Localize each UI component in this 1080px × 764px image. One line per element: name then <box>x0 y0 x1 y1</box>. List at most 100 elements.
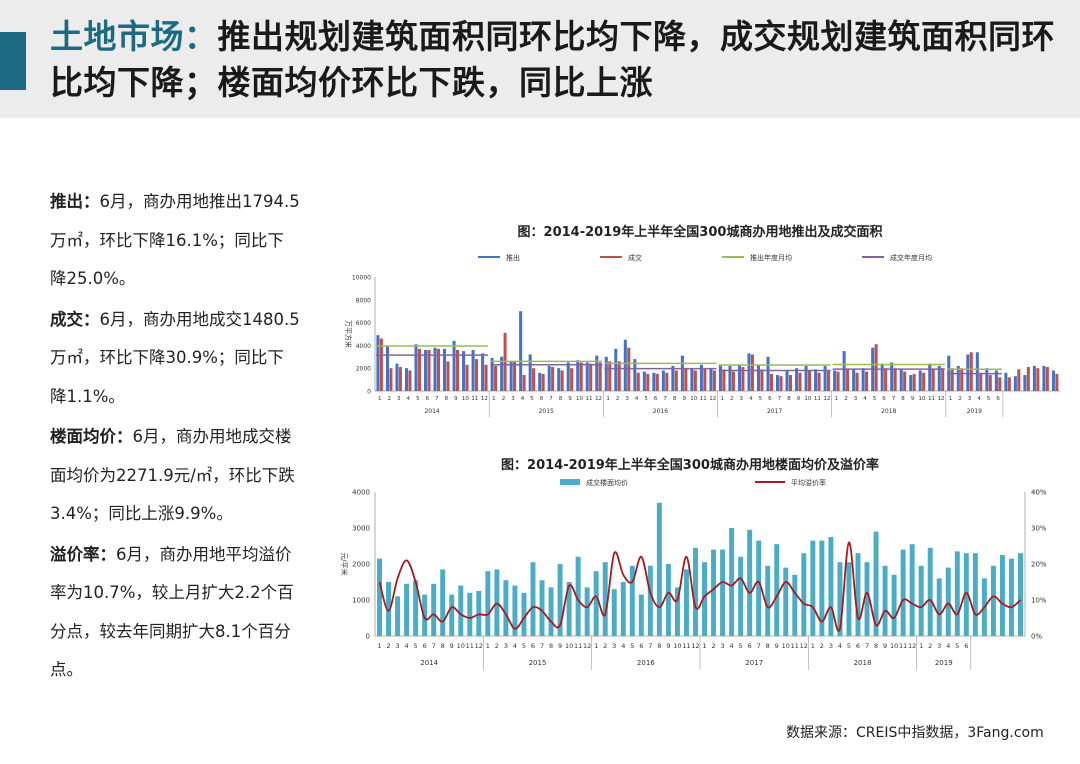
bar-price <box>837 562 843 636</box>
bar-push <box>604 356 608 391</box>
x-month-label: 1 <box>492 396 496 402</box>
x-month-label: 1 <box>594 642 598 650</box>
x-month-label: 9 <box>883 642 887 650</box>
y2-tick-label: 0% <box>1031 633 1042 641</box>
x-month-label: 3 <box>504 642 508 650</box>
bar-push <box>728 365 732 391</box>
bar-price <box>458 585 464 636</box>
x-month-label: 5 <box>644 396 648 402</box>
x-month-label: 9 <box>558 642 562 650</box>
bar-push <box>661 370 665 391</box>
bar-deal <box>979 372 983 391</box>
bar-deal <box>398 367 402 391</box>
bar-price <box>783 567 789 636</box>
bar-deal <box>617 361 621 391</box>
bar-price <box>702 562 707 636</box>
bar-push <box>709 368 713 391</box>
bar-price <box>539 580 545 636</box>
bar-push <box>633 359 637 391</box>
x-month-label: 4 <box>946 642 950 650</box>
x-month-label: 1 <box>811 642 815 650</box>
bar-price <box>638 594 644 636</box>
x-month-label: 2 <box>616 396 620 402</box>
bar-push <box>566 362 570 391</box>
bar-deal <box>541 373 545 391</box>
chart2-title: 图：2014-2019年上半年全国300城商办用地楼面均价及溢价率 <box>501 458 879 473</box>
bar-push <box>414 344 418 391</box>
x-month-label: 5 <box>739 642 743 650</box>
bar-push <box>833 370 837 391</box>
x-month-label: 1 <box>835 396 839 402</box>
bar-push <box>671 365 675 391</box>
bar-price <box>774 544 780 636</box>
bar-deal <box>750 354 754 391</box>
x-month-label: 1 <box>721 396 725 402</box>
x-month-label: 4 <box>407 396 411 402</box>
x-month-label: 4 <box>521 396 525 402</box>
x-month-label: 4 <box>635 396 639 402</box>
bar-deal <box>817 372 821 391</box>
bar-push <box>614 348 618 391</box>
summary-text: 推出：6月，商办用地推出1794.5万㎡，环比下降16.1%；同比下降25.0%… <box>50 183 300 692</box>
bar-push <box>595 355 599 391</box>
bar-push <box>528 354 532 391</box>
bar-deal <box>874 344 878 391</box>
bar-deal <box>436 348 440 391</box>
x-month-label: 10 <box>576 396 583 402</box>
x-month-label: 7 <box>892 396 896 402</box>
bar-price <box>467 592 473 636</box>
y-tick-label: 4000 <box>356 343 371 350</box>
bar-deal <box>1017 369 1021 391</box>
bar-deal <box>484 364 488 391</box>
bar-price <box>413 580 419 636</box>
bar-price <box>395 596 401 636</box>
summary-push-label: 推出： <box>50 192 100 211</box>
bar-push <box>890 362 894 391</box>
bar-deal <box>712 370 716 391</box>
x-month-label: 1 <box>919 642 923 650</box>
x-year-label: 2019 <box>967 408 982 415</box>
summary-premium-text: 6月，商办用地平均溢价率为10.7%，较上月扩大2.2个百分点，较去年同期扩大8… <box>50 544 294 680</box>
x-month-label: 7 <box>778 396 782 402</box>
bar-push <box>909 375 913 391</box>
x-month-label: 11 <box>700 396 707 402</box>
x-month-label: 7 <box>757 642 761 650</box>
bar-deal <box>779 376 783 391</box>
x-month-label: 2 <box>958 396 962 402</box>
x-month-label: 3 <box>937 642 941 650</box>
bar-price <box>801 553 807 636</box>
bar-push <box>718 364 722 391</box>
x-month-label: 7 <box>432 642 436 650</box>
x-month-label: 12 <box>595 396 602 402</box>
x-month-label: 9 <box>682 396 686 402</box>
x-month-label: 10 <box>673 642 681 650</box>
bar-push <box>443 348 447 391</box>
x-month-label: 6 <box>964 642 968 650</box>
x-year-label: 2014 <box>420 659 438 667</box>
x-month-label: 10 <box>782 642 790 650</box>
summary-premium: 溢价率：6月，商办用地平均溢价率为10.7%，较上月扩大2.2个百分点，较去年同… <box>50 536 300 690</box>
summary-deal: 成交：6月，商办用地成交1480.5万㎡，环比下降30.9%；同比下降1.1%。 <box>50 301 300 417</box>
x-month-label: 11 <box>586 396 593 402</box>
x-month-label: 10 <box>804 396 811 402</box>
bar-price <box>629 565 635 636</box>
bar-push <box>928 363 932 391</box>
bar-price <box>900 549 906 636</box>
bar-push <box>804 365 808 391</box>
bar-deal <box>855 372 859 391</box>
x-year-label: 2018 <box>854 659 872 667</box>
bar-push <box>737 364 741 391</box>
x-month-label: 2 <box>386 642 390 650</box>
bar-push <box>623 339 627 391</box>
x-month-label: 7 <box>540 642 544 650</box>
bar-deal <box>1055 373 1059 391</box>
title-text: 推出规划建筑面积同环比均下降，成交规划建筑面积同环比均下降；楼面均价环比下跌，同… <box>50 17 1055 102</box>
bar-deal <box>998 377 1002 391</box>
x-month-label: 8 <box>766 642 770 650</box>
bar-deal <box>560 370 564 391</box>
x-month-label: 6 <box>540 396 544 402</box>
summary-price: 楼面均价：6月，商办用地成交楼面均价为2271.9元/㎡，环比下跌3.4%；同比… <box>50 418 300 534</box>
bar-price <box>449 594 455 636</box>
bar-price <box>566 582 572 636</box>
x-month-label: 12 <box>800 642 808 650</box>
